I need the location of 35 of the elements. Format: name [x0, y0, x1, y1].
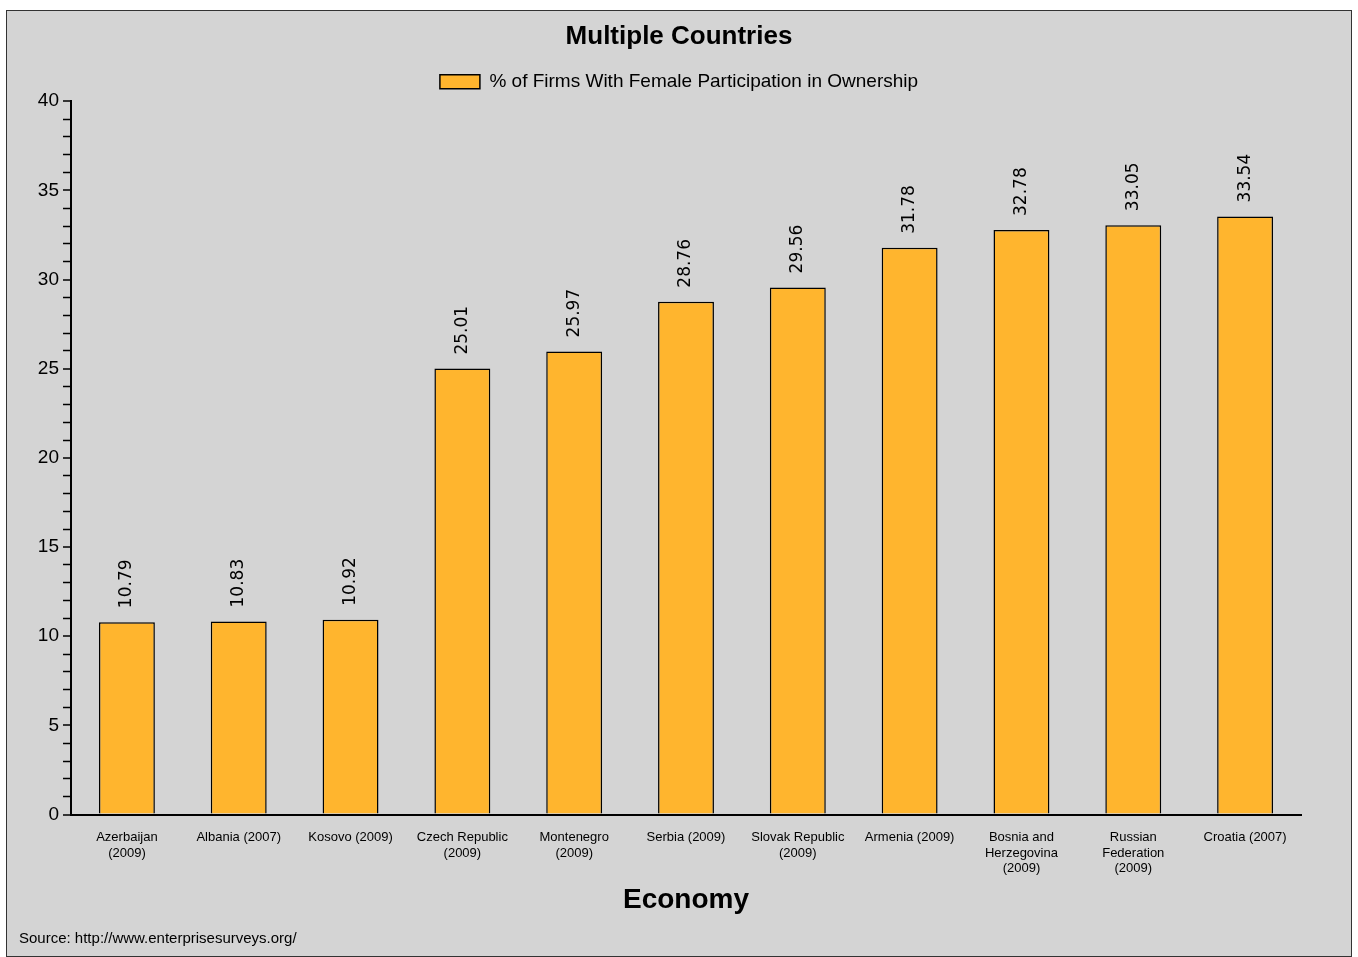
data-label: 28.76 — [674, 238, 695, 288]
data-label: 33.05 — [1121, 162, 1142, 212]
y-tick-label: 35 — [37, 178, 59, 200]
y-tick-label: 40 — [37, 89, 59, 111]
source-note: Source: http://www.enterprisesurveys.org/ — [19, 929, 297, 946]
x-tick-label: Bosnia and Herzegovina (2009) — [984, 828, 1059, 876]
legend-label: % of Firms With Female Participation in Ownership — [489, 69, 919, 91]
data-label: 25.97 — [562, 288, 583, 338]
data-label: 10.83 — [227, 558, 248, 608]
x-tick-label: Kosovo (2009) — [308, 828, 393, 844]
y-tick-label: 5 — [48, 713, 59, 735]
data-label: 10.79 — [115, 559, 136, 609]
data-label: 10.92 — [338, 557, 359, 606]
x-tick-label: Albania (2007) — [196, 828, 282, 844]
x-tick-label: Azerbaijan (2009) — [96, 828, 158, 860]
x-tick-label: Armenia (2009) — [864, 828, 955, 844]
data-label: 29.56 — [786, 224, 807, 274]
x-tick-label: Slovak Republic (2009) — [751, 828, 845, 860]
y-tick-label: 15 — [37, 535, 59, 557]
data-label: 33.54 — [1233, 153, 1254, 203]
y-tick-label: 30 — [37, 267, 59, 289]
data-label: 25.01 — [450, 305, 471, 355]
x-tick-label: Montenegro (2009) — [539, 828, 609, 860]
data-label: 32.78 — [1009, 167, 1030, 216]
x-axis-title: Economy — [622, 882, 750, 914]
x-tick-label: Croatia (2007) — [1203, 828, 1287, 844]
y-tick-label: 25 — [37, 356, 59, 378]
x-tick-label: Serbia (2009) — [646, 828, 726, 844]
x-tick-label: Russian Federation (2009) — [1102, 828, 1165, 876]
chart-title: Multiple Countries — [565, 19, 793, 50]
y-tick-label: 0 — [48, 802, 59, 824]
x-tick-label: Czech Republic (2009) — [416, 828, 509, 860]
y-tick-label: 10 — [37, 624, 59, 646]
y-tick-label: 20 — [37, 446, 59, 468]
data-label: 31.78 — [898, 185, 919, 234]
